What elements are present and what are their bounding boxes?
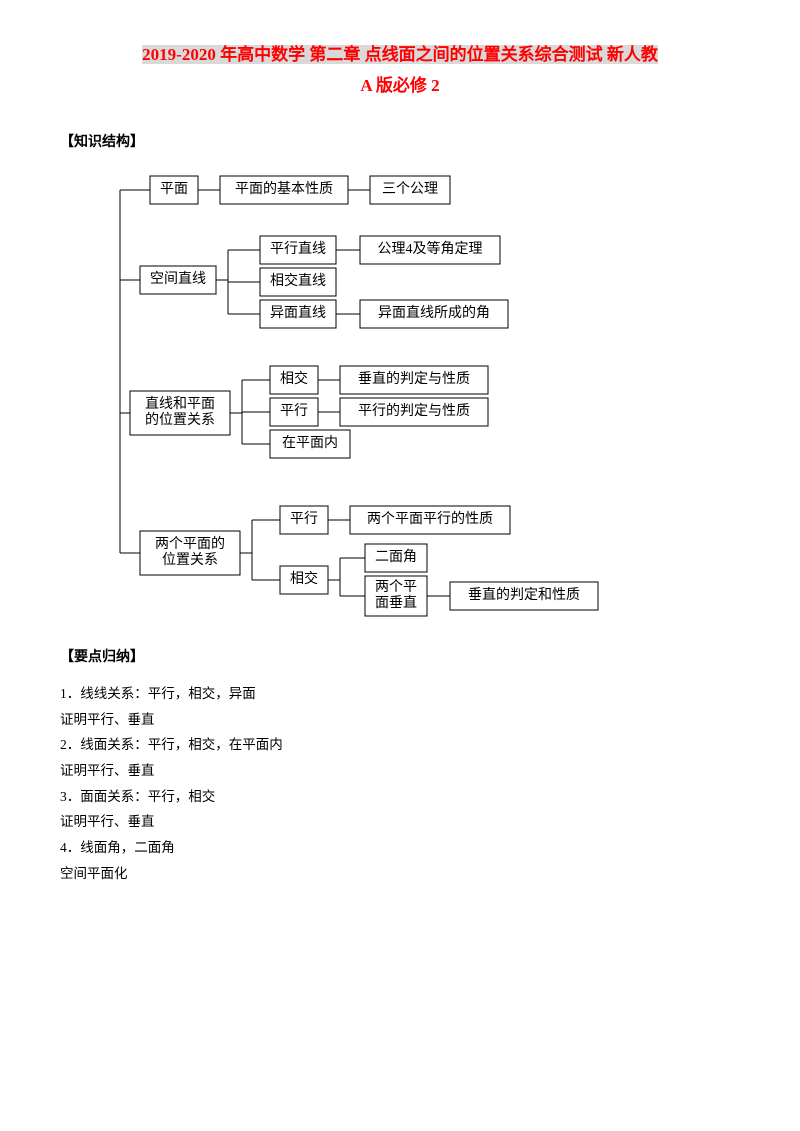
summary-line: 证明平行、垂直 [60, 809, 740, 835]
svg-text:公理4及等角定理: 公理4及等角定理 [378, 240, 483, 257]
diagram-node: 平行的判定与性质 [340, 398, 488, 426]
svg-text:在平面内: 在平面内 [282, 435, 338, 451]
svg-text:垂直的判定和性质: 垂直的判定和性质 [468, 586, 580, 603]
svg-text:平面: 平面 [160, 182, 188, 197]
diagram-node: 垂直的判定与性质 [340, 366, 488, 394]
heading-summary: 【要点归纳】 [60, 646, 740, 666]
diagram-node: 平行直线 [260, 236, 336, 264]
summary-line: 3．面面关系：平行，相交 [60, 784, 740, 810]
diagram-node: 垂直的判定和性质 [450, 582, 598, 610]
svg-text:垂直的判定与性质: 垂直的判定与性质 [358, 370, 470, 387]
diagram-node: 相交 [270, 366, 318, 394]
diagram-node: 空间直线 [140, 266, 216, 294]
summary-line: 2．线面关系：平行，相交，在平面内 [60, 732, 740, 758]
svg-text:相交直线: 相交直线 [270, 272, 326, 289]
title-line2: A 版必修 2 [60, 71, 740, 102]
summary-line: 1．线线关系：平行，相交，异面 [60, 681, 740, 707]
svg-text:异面直线所成的角: 异面直线所成的角 [378, 304, 490, 321]
summary-list: 1．线线关系：平行，相交，异面证明平行、垂直2．线面关系：平行，相交，在平面内证… [60, 681, 740, 886]
page-title: 2019-2020 年高中数学 第二章 点线面之间的位置关系综合测试 新人教 A… [60, 40, 740, 101]
diagram-node: 二面角 [365, 544, 427, 572]
diagram-node: 平面 [150, 176, 198, 204]
svg-text:平面的基本性质: 平面的基本性质 [235, 180, 333, 197]
title-year: 2019-2020 [142, 45, 216, 64]
svg-text:空间直线: 空间直线 [150, 270, 206, 287]
diagram-node: 两个平面的位置关系 [140, 531, 240, 575]
heading-structure: 【知识结构】 [60, 131, 740, 151]
diagram-node: 相交 [280, 566, 328, 594]
svg-text:异面直线: 异面直线 [270, 304, 326, 321]
diagram-node: 异面直线所成的角 [360, 300, 508, 328]
diagram-node: 公理4及等角定理 [360, 236, 500, 264]
diagram-node: 直线和平面的位置关系 [130, 391, 230, 435]
svg-text:相交: 相交 [290, 570, 318, 587]
svg-text:两个平面平行的性质: 两个平面平行的性质 [367, 511, 493, 527]
summary-line: 空间平面化 [60, 861, 740, 887]
svg-text:平行: 平行 [280, 403, 308, 419]
summary-line: 证明平行、垂直 [60, 758, 740, 784]
svg-text:的位置关系: 的位置关系 [145, 412, 215, 428]
svg-text:平行: 平行 [290, 511, 318, 527]
svg-text:两个平: 两个平 [375, 579, 417, 595]
svg-text:位置关系: 位置关系 [162, 552, 218, 568]
diagram-node: 平行 [280, 506, 328, 534]
title-main: 年高中数学 第二章 点线面之间的位置关系综合测试 新人教 [216, 45, 658, 64]
svg-text:平行的判定与性质: 平行的判定与性质 [358, 403, 470, 419]
diagram-node: 相交直线 [260, 268, 336, 296]
svg-text:两个平面的: 两个平面的 [155, 536, 225, 552]
svg-text:相交: 相交 [280, 370, 308, 387]
svg-text:三个公理: 三个公理 [382, 181, 438, 197]
diagram-node: 两个平面垂直 [365, 576, 427, 616]
diagram-node: 三个公理 [370, 176, 450, 204]
diagram-node: 平面的基本性质 [220, 176, 348, 204]
diagram-node: 平行 [270, 398, 318, 426]
diagram-node: 两个平面平行的性质 [350, 506, 510, 534]
summary-line: 证明平行、垂直 [60, 707, 740, 733]
diagram-node: 在平面内 [270, 430, 350, 458]
knowledge-diagram: 平面 平面的基本性质 三个公理空间直线 平行直线 公理4及等角定理相交直线异面直线 异面直… [90, 166, 650, 636]
svg-text:二面角: 二面角 [375, 549, 417, 565]
diagram-node: 异面直线 [260, 300, 336, 328]
summary-line: 4．线面角，二面角 [60, 835, 740, 861]
svg-text:面垂直: 面垂直 [375, 594, 417, 611]
svg-text:平行直线: 平行直线 [270, 240, 326, 257]
svg-text:直线和平面: 直线和平面 [145, 395, 215, 412]
